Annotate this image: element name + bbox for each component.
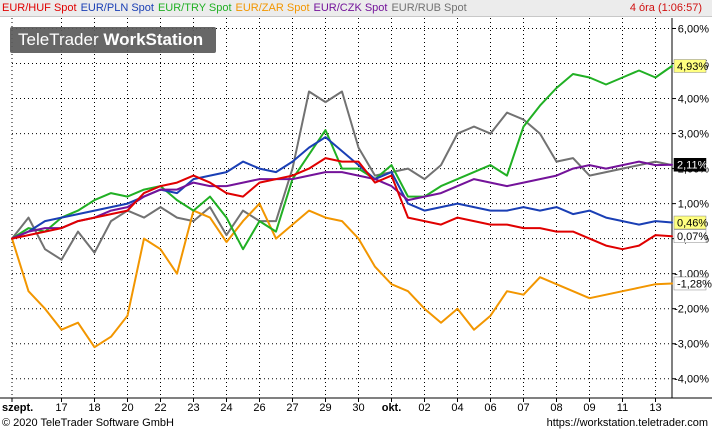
legend-item-eur-huf-spot: EUR/HUF Spot xyxy=(2,2,77,14)
legend-bar: EUR/HUF Spot EUR/PLN Spot EUR/TRY Spot EUR/… xyxy=(0,0,712,17)
last-value-box xyxy=(673,276,707,291)
series-line-eur-huf-spot xyxy=(11,157,673,251)
last-value-label: 0,46% xyxy=(677,218,708,230)
y-tick-label: 4,00% xyxy=(678,94,709,106)
watermark-text-regular: TeleTrader xyxy=(18,30,104,49)
y-tick-label: 3,00% xyxy=(678,129,709,141)
x-tick-label: 04 xyxy=(451,402,463,414)
x-tick-label: 22 xyxy=(154,402,166,414)
workstation-watermark: TeleTrader WorkStation xyxy=(10,27,216,53)
watermark-text-bold: WorkStation xyxy=(103,30,204,49)
last-value-box xyxy=(673,59,707,73)
x-tick-label: 17 xyxy=(55,402,67,414)
y-tick-label: -2,00% xyxy=(674,304,709,316)
x-tick-label: okt. xyxy=(382,402,402,414)
last-value-box xyxy=(673,229,707,243)
series-line-eur-try-spot xyxy=(11,65,673,251)
last-value-label: -1,28% xyxy=(677,278,712,290)
legend-item-eur-rub-spot: EUR/RUB Spot xyxy=(391,2,467,14)
legend-item-eur-zar-spot: EUR/ZAR Spot xyxy=(235,2,310,14)
series-line-eur-czk-spot xyxy=(11,160,673,240)
footer: © 2020 TeleTrader Software GmbH https://… xyxy=(0,415,712,432)
x-tick-label: szept. xyxy=(2,402,33,414)
y-tick-label: -3,00% xyxy=(674,339,709,351)
x-tick-label: 07 xyxy=(517,402,529,414)
x-tick-label: 23 xyxy=(187,402,199,414)
y-tick-label: 6,00% xyxy=(678,24,709,36)
y-tick-label: -4,00% xyxy=(674,374,709,386)
last-value-box xyxy=(673,215,707,230)
footer-url[interactable]: https://workstation.teletrader.com xyxy=(546,417,708,429)
x-tick-label: 27 xyxy=(286,402,298,414)
x-tick-label: 11 xyxy=(617,402,628,414)
x-tick-label: 02 xyxy=(418,402,430,414)
series-line-eur-pln-spot xyxy=(11,136,673,240)
x-tick-label: 29 xyxy=(319,402,331,414)
legend-items: EUR/HUF Spot EUR/PLN Spot EUR/TRY Spot EUR/… xyxy=(0,2,469,14)
x-tick-label: 20 xyxy=(121,402,133,414)
x-tick-label: 13 xyxy=(649,402,661,414)
legend-item-eur-czk-spot: EUR/CZK Spot xyxy=(313,2,388,14)
last-value-label: 2,11% xyxy=(677,160,708,172)
x-tick-label: 09 xyxy=(583,402,595,414)
legend-item-eur-pln-spot: EUR/PLN Spot xyxy=(80,2,154,14)
time-frame-label: 4 óra (1:06:57) xyxy=(629,2,702,14)
x-tick-label: 18 xyxy=(88,402,100,414)
last-value-label: 0,07% xyxy=(677,231,708,243)
x-tick-label: 24 xyxy=(220,402,232,414)
footer-copyright: © 2020 TeleTrader Software GmbH xyxy=(2,417,174,429)
last-value-box xyxy=(673,157,707,172)
last-value-label: 4,93% xyxy=(677,61,708,73)
x-tick-label: 08 xyxy=(550,402,562,414)
series-line-eur-rub-spot xyxy=(11,90,673,261)
legend-item-eur-try-spot: EUR/TRY Spot xyxy=(157,2,232,14)
series-line-eur-zar-spot xyxy=(11,202,673,349)
x-tick-label: 26 xyxy=(253,402,265,414)
y-tick-label: 1,00% xyxy=(678,199,709,211)
x-tick-label: 06 xyxy=(484,402,496,414)
x-tick-label: 30 xyxy=(352,402,364,414)
